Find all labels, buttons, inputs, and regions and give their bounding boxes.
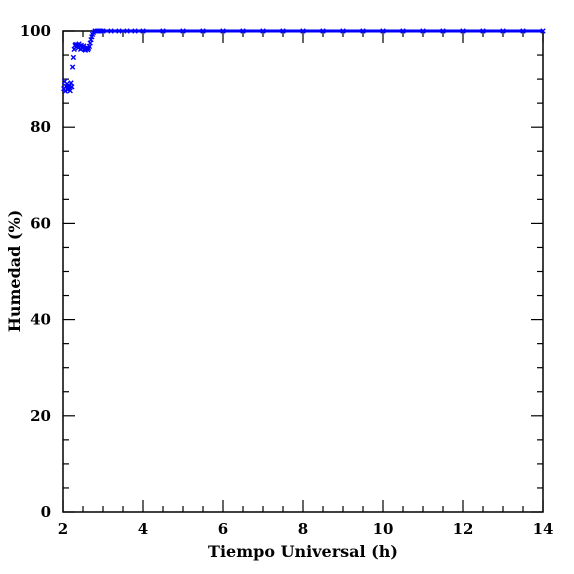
- x-axis-ticks: [62, 31, 544, 512]
- x-tick-label: 8: [298, 520, 308, 538]
- data-point: [69, 64, 76, 70]
- x-tick-label: 6: [218, 520, 228, 538]
- x-tick-label: 12: [453, 520, 474, 538]
- data-point: [67, 87, 73, 94]
- x-tick-label: 10: [373, 520, 394, 538]
- x-axis-label: Tiempo Universal (h): [208, 542, 398, 561]
- y-tick-labels: 0 20 40 60 80 100: [20, 22, 51, 521]
- data-points: [61, 28, 546, 94]
- y-tick-label: 0: [41, 503, 51, 521]
- data-point: [68, 80, 74, 86]
- x-tick-label: 2: [58, 520, 68, 538]
- y-axis-label: Humedad (%): [5, 210, 24, 333]
- plot-frame: [62, 30, 544, 513]
- x-tick-label: 14: [533, 520, 554, 538]
- y-tick-label: 60: [30, 214, 51, 232]
- data-point: [70, 54, 77, 61]
- y-tick-label: 80: [30, 118, 51, 136]
- y-tick-label: 40: [30, 311, 51, 329]
- y-axis-ticks: [63, 30, 543, 513]
- x-tick-label: 4: [138, 520, 148, 538]
- x-tick-labels: 2 4 6 8 10 12 14: [58, 520, 554, 538]
- data-point: [69, 84, 75, 90]
- y-tick-label: 100: [20, 22, 51, 40]
- y-tick-label: 20: [30, 407, 51, 425]
